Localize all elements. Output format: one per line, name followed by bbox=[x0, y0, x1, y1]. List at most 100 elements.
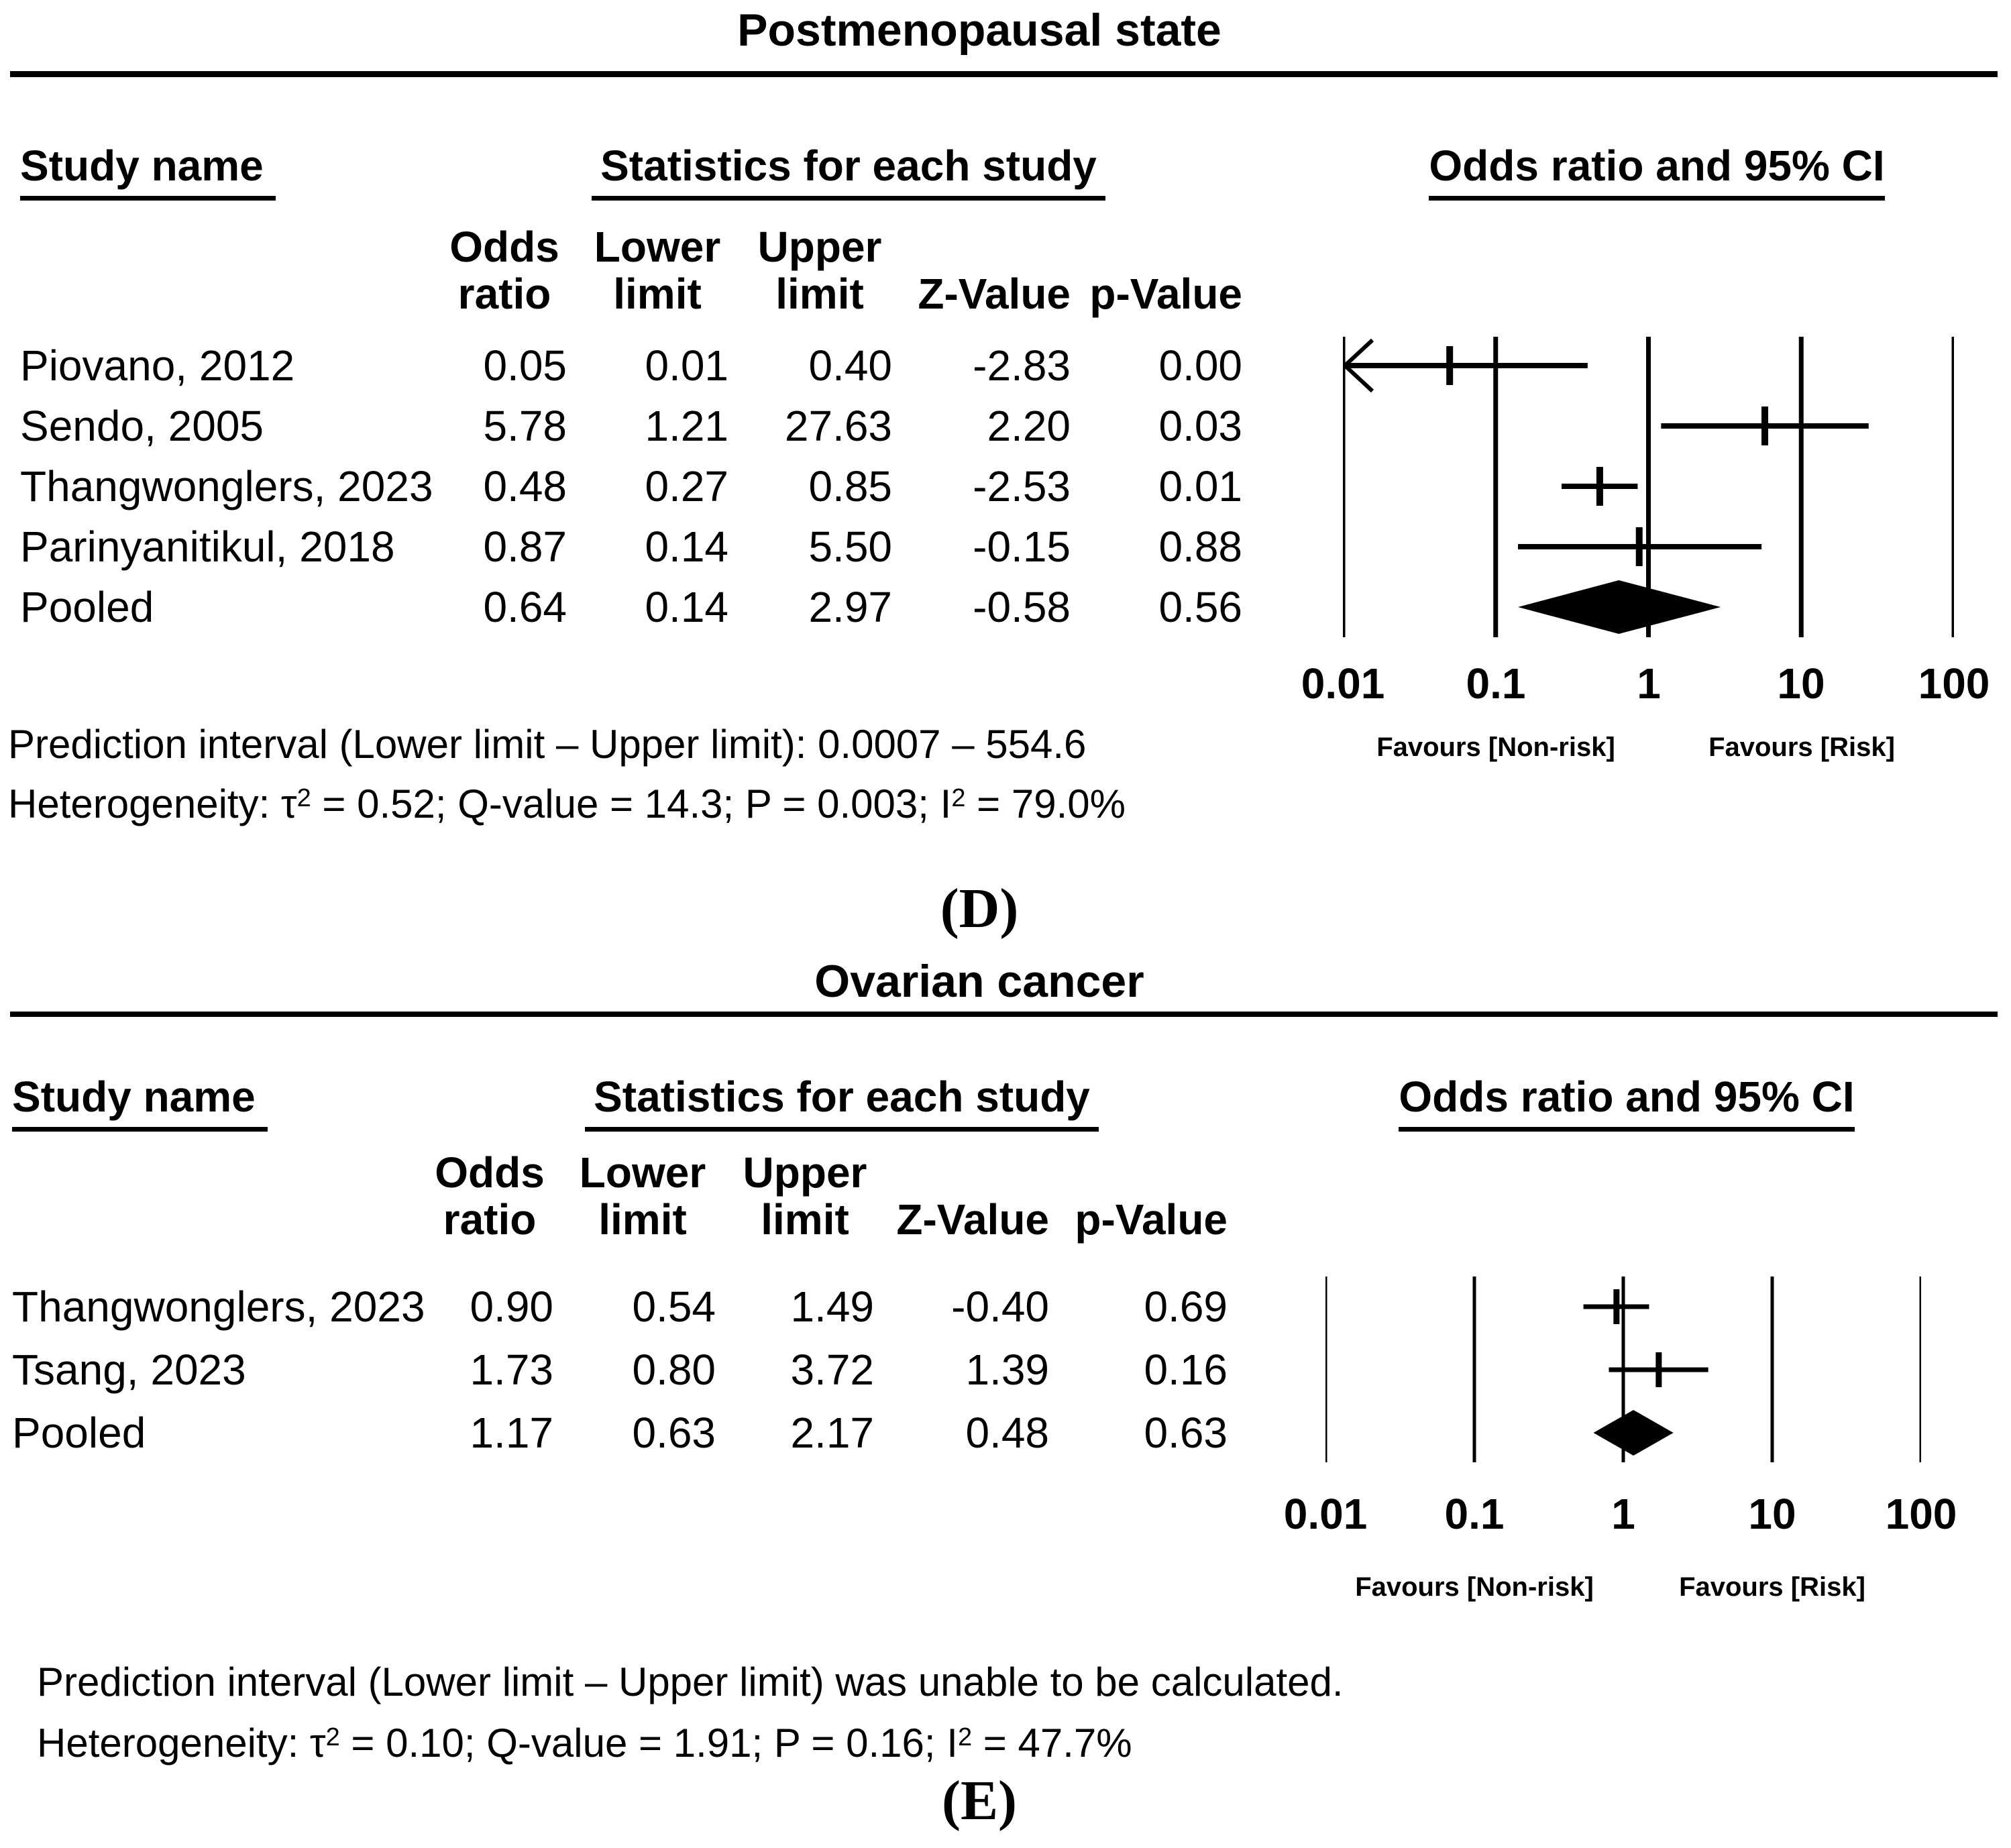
ci-arrow-left bbox=[1343, 338, 1374, 368]
het-text: Heterogeneity: τ bbox=[8, 781, 297, 826]
table-row: Thangwonglers, 2023 0.48 0.27 0.85 -2.53… bbox=[0, 456, 1308, 517]
panel-e-column-upper-limit: Upper limit bbox=[743, 1148, 867, 1244]
upper-limit-value: 2.17 bbox=[790, 1409, 874, 1457]
het-superscript: 2 bbox=[296, 784, 311, 812]
het-text: Heterogeneity: τ bbox=[37, 1721, 326, 1765]
panel-e-odds-ratio-header: Odds ratio and 95% CI bbox=[1399, 1072, 1855, 1132]
panel-e-study-name-header: Study name bbox=[12, 1072, 268, 1132]
panel-d-letter-label: (D) bbox=[940, 877, 1019, 940]
z-value: 0.48 bbox=[965, 1409, 1049, 1457]
p-value: 0.88 bbox=[1158, 523, 1242, 571]
panel-d-statistics-header: Statistics for each study bbox=[592, 141, 1105, 201]
forest-plot-area-d bbox=[1340, 337, 1957, 637]
study-name: Pooled bbox=[20, 583, 154, 631]
heterogeneity-note: Heterogeneity: τ2 = 0.10; Q-value = 1.91… bbox=[37, 1710, 1132, 1768]
p-value: 0.56 bbox=[1158, 583, 1242, 631]
favours-non-risk-label: Favours [Non-risk] bbox=[1355, 1572, 1594, 1602]
lower-limit-value: 0.80 bbox=[632, 1346, 716, 1394]
odds-ratio-value: 0.48 bbox=[483, 462, 567, 510]
upper-limit-value: 2.97 bbox=[808, 583, 892, 631]
study-name: Piovano, 2012 bbox=[20, 341, 295, 390]
p-value: 0.01 bbox=[1158, 462, 1242, 510]
upper-limit-value: 0.85 bbox=[808, 462, 892, 510]
axis-tick-label: 1 bbox=[1611, 1490, 1635, 1538]
lower-limit-value: 0.54 bbox=[632, 1283, 716, 1331]
z-value: 1.39 bbox=[965, 1346, 1049, 1394]
table-row: Parinyanitikul, 2018 0.87 0.14 5.50 -0.1… bbox=[0, 517, 1308, 577]
lower-limit-value: 1.21 bbox=[645, 402, 728, 450]
panel-e-column-lower-limit: Lower limit bbox=[579, 1148, 706, 1244]
p-value: 0.03 bbox=[1158, 402, 1242, 450]
p-value: 0.63 bbox=[1144, 1409, 1228, 1457]
upper-limit-value: 27.63 bbox=[784, 402, 892, 450]
panel-e-title: Ovarian cancer bbox=[814, 956, 1144, 1007]
study-name: Pooled bbox=[12, 1409, 146, 1457]
panel-d-title: Postmenopausal state bbox=[737, 5, 1221, 56]
heterogeneity-note: Heterogeneity: τ2 = 0.52; Q-value = 14.3… bbox=[8, 771, 1126, 828]
panel-e-column-z-value: Z-Value bbox=[896, 1195, 1049, 1244]
panel-e-statistics-header: Statistics for each study bbox=[585, 1072, 1099, 1132]
het-text: = 47.7% bbox=[972, 1721, 1132, 1765]
het-text: = 79.0% bbox=[965, 781, 1126, 826]
table-row: Piovano, 2012 0.05 0.01 0.40 -2.83 0.00 bbox=[0, 335, 1308, 396]
panel-e-letter-label: (E) bbox=[942, 1770, 1017, 1832]
p-value: 0.16 bbox=[1144, 1346, 1228, 1394]
prediction-interval-note: Prediction interval (Lower limit – Upper… bbox=[37, 1660, 1344, 1704]
favours-non-risk-label: Favours [Non-risk] bbox=[1376, 732, 1615, 762]
upper-limit-value: 3.72 bbox=[790, 1346, 874, 1394]
panel-d-study-name-header: Study name bbox=[20, 141, 276, 201]
table-row: Tsang, 2023 1.73 0.80 3.72 1.39 0.16 bbox=[0, 1340, 1308, 1400]
panel-d-column-lower-limit: Lower limit bbox=[594, 223, 721, 318]
het-superscript: 2 bbox=[325, 1723, 340, 1751]
panel-d-top-rule bbox=[10, 71, 1998, 77]
odds-ratio-value: 5.78 bbox=[483, 402, 567, 450]
z-value: -2.83 bbox=[973, 341, 1071, 390]
lower-limit-value: 0.14 bbox=[645, 523, 728, 571]
upper-limit-value: 0.40 bbox=[808, 341, 892, 390]
odds-ratio-value: 0.05 bbox=[483, 341, 567, 390]
forest-plot-svg bbox=[1323, 1276, 1923, 1462]
z-value: 2.20 bbox=[987, 402, 1071, 450]
lower-limit-value: 0.63 bbox=[632, 1409, 716, 1457]
axis-tick-label: 0.01 bbox=[1301, 659, 1385, 708]
study-name: Thangwonglers, 2023 bbox=[20, 462, 433, 510]
lower-limit-value: 0.27 bbox=[645, 462, 728, 510]
ci-arrow-left bbox=[1343, 364, 1374, 393]
panel-d-column-p-value: p-Value bbox=[1089, 270, 1242, 318]
axis-tick-label: 0.1 bbox=[1444, 1490, 1505, 1538]
upper-limit-value: 1.49 bbox=[790, 1283, 874, 1331]
table-row-pooled: Pooled 1.17 0.63 2.17 0.48 0.63 bbox=[0, 1403, 1308, 1463]
p-value: 0.00 bbox=[1158, 341, 1242, 390]
axis-tick-label: 100 bbox=[1885, 1490, 1957, 1538]
prediction-interval-note: Prediction interval (Lower limit – Upper… bbox=[8, 722, 1087, 767]
axis-tick-label: 1 bbox=[1637, 659, 1661, 708]
odds-ratio-value: 1.17 bbox=[470, 1409, 553, 1457]
z-value: -0.15 bbox=[973, 523, 1071, 571]
upper-limit-value: 5.50 bbox=[808, 523, 892, 571]
z-value: -0.58 bbox=[973, 583, 1071, 631]
panel-d-column-odds-ratio: Odds ratio bbox=[449, 223, 559, 318]
panel-d-column-upper-limit: Upper limit bbox=[757, 223, 882, 318]
panel-e-column-odds-ratio: Odds ratio bbox=[435, 1148, 545, 1244]
het-superscript: 2 bbox=[957, 1723, 973, 1751]
table-row: Sendo, 2005 5.78 1.21 27.63 2.20 0.03 bbox=[0, 396, 1308, 456]
lower-limit-value: 0.14 bbox=[645, 583, 728, 631]
p-value: 0.69 bbox=[1144, 1283, 1228, 1331]
odds-ratio-value: 1.73 bbox=[470, 1346, 553, 1394]
het-text: = 0.52; Q-value = 14.3; P = 0.003; I bbox=[311, 781, 952, 826]
forest-plot-svg bbox=[1340, 337, 1957, 637]
forest-plot-area-e bbox=[1323, 1276, 1923, 1462]
lower-limit-value: 0.01 bbox=[645, 341, 728, 390]
study-name: Sendo, 2005 bbox=[20, 402, 264, 450]
odds-ratio-value: 0.87 bbox=[483, 523, 567, 571]
axis-tick-label: 10 bbox=[1777, 659, 1825, 708]
panel-e-top-rule bbox=[10, 1012, 1998, 1017]
panel-d-odds-ratio-header: Odds ratio and 95% CI bbox=[1429, 141, 1885, 201]
favours-risk-label: Favours [Risk] bbox=[1679, 1572, 1865, 1602]
pooled-diamond bbox=[1518, 580, 1721, 634]
axis-tick-label: 100 bbox=[1918, 659, 1990, 708]
table-row: Thangwonglers, 2023 0.90 0.54 1.49 -0.40… bbox=[0, 1276, 1308, 1337]
pooled-diamond bbox=[1593, 1410, 1674, 1456]
z-value: -0.40 bbox=[951, 1283, 1049, 1331]
